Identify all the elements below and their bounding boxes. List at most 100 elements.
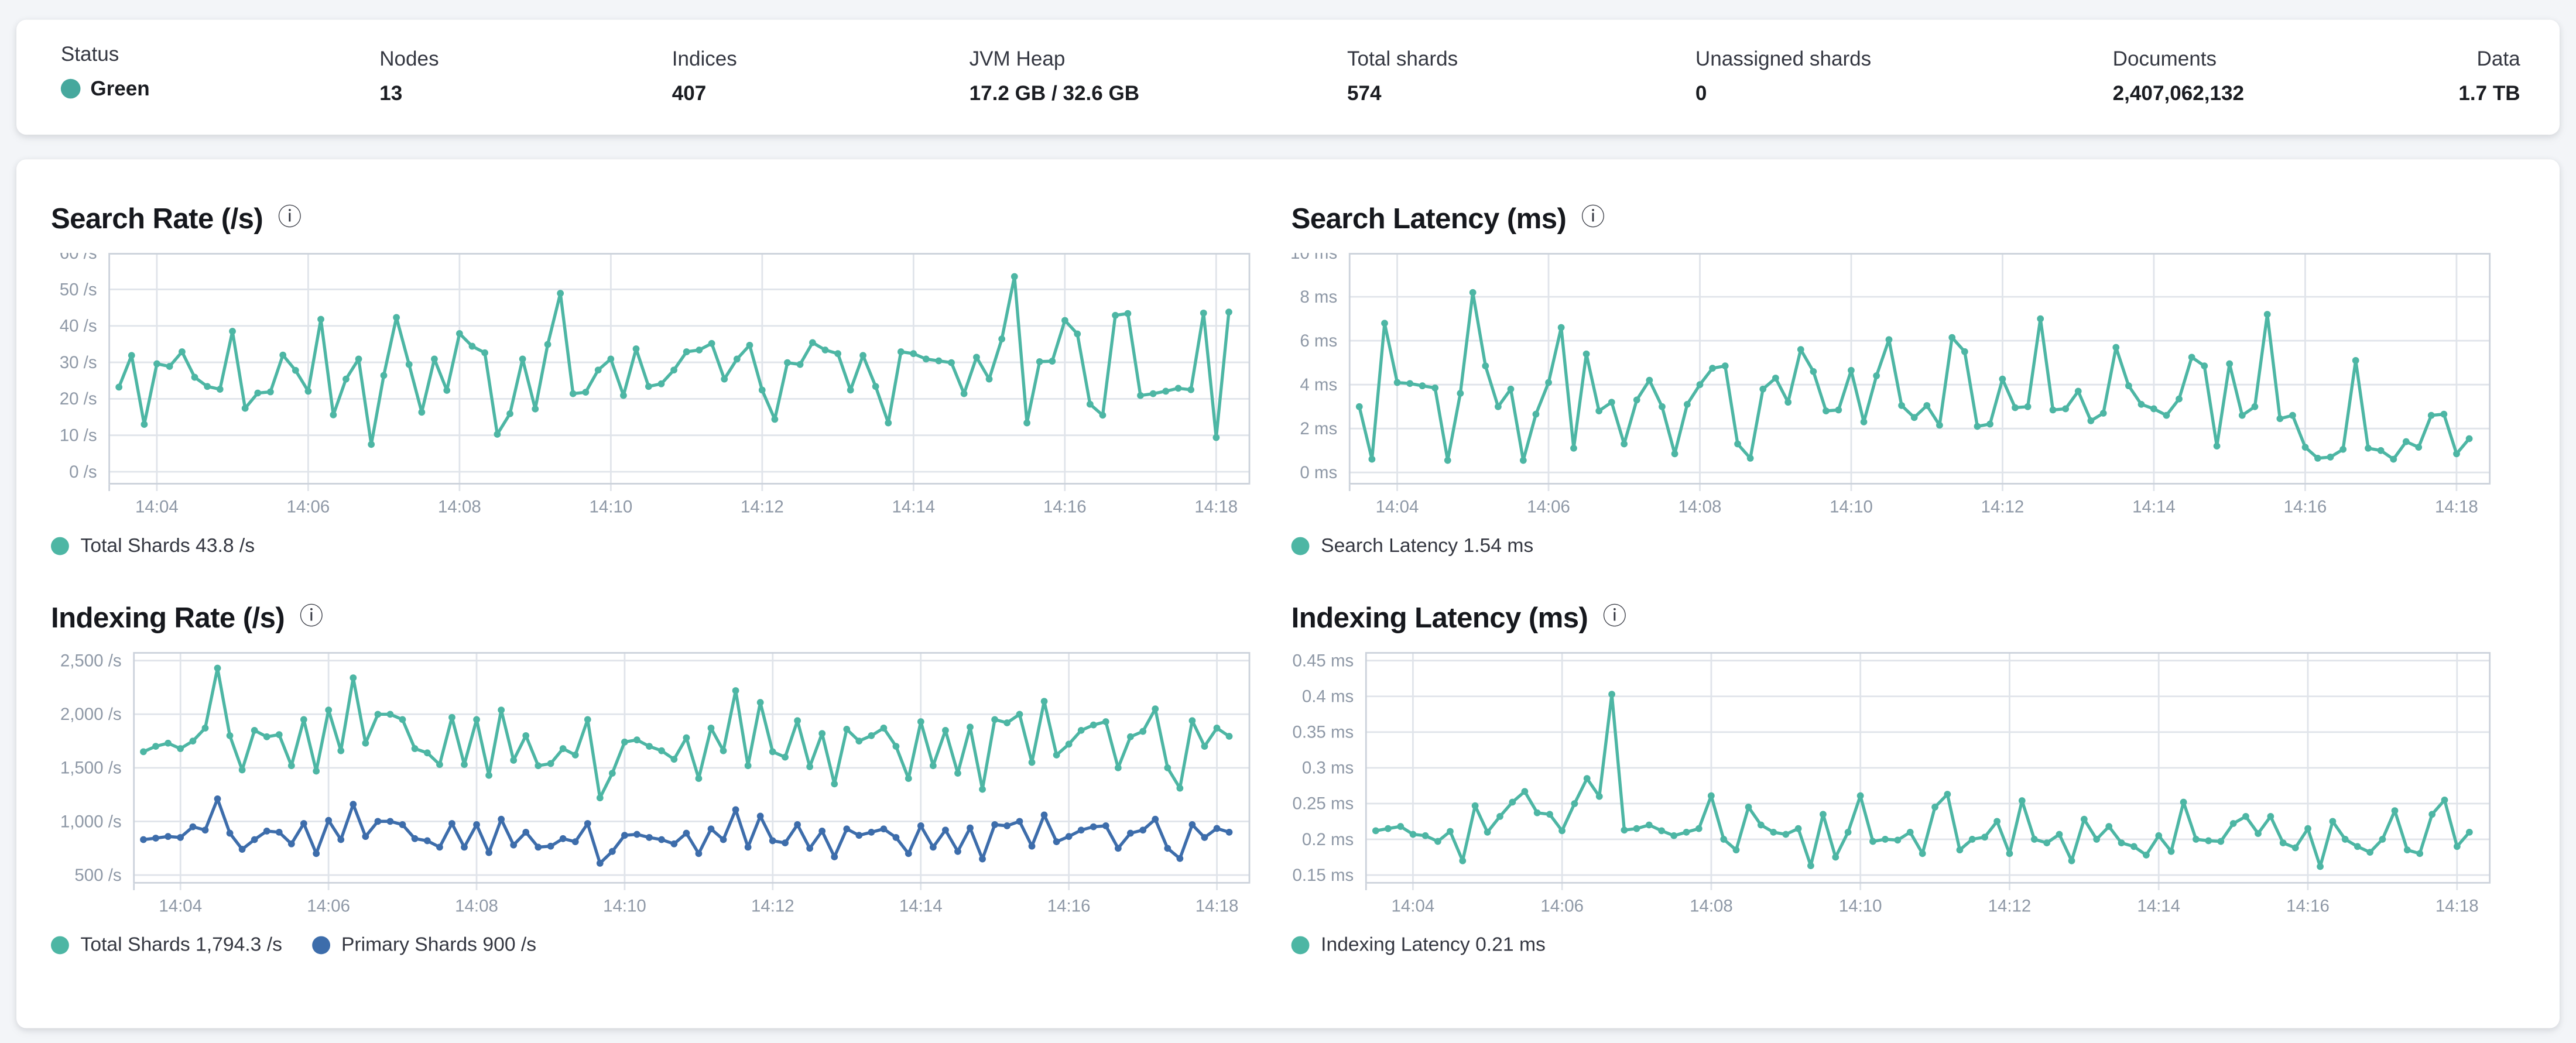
svg-text:1,500 /s: 1,500 /s [60,759,122,778]
svg-text:8 ms: 8 ms [1300,287,1337,307]
stat-label: Status [60,42,119,66]
svg-text:14:10: 14:10 [1830,498,1873,517]
svg-text:14:10: 14:10 [590,498,633,517]
svg-text:14:18: 14:18 [1195,896,1239,915]
stat-indices: Indices 407 [672,47,737,105]
svg-text:14:08: 14:08 [1690,896,1733,915]
chart-title-search-rate: Search Rate (/s) [50,201,263,234]
legend-label: Indexing Latency 0.21 ms [1321,932,1546,956]
legend-dot-icon [50,935,69,953]
svg-text:0.2 ms: 0.2 ms [1302,830,1354,849]
stat-nodes: Nodes 13 [379,47,439,105]
stat-value: 2,407,062,132 [2112,82,2245,105]
info-icon[interactable]: ⓘ [1581,205,1605,232]
legend-label: Search Latency 1.54 ms [1321,533,1534,557]
stat-value: 1.7 TB [2458,82,2520,105]
health-status-dot-icon [60,78,81,99]
stat-value: 13 [379,82,403,105]
stat-label: Nodes [379,47,439,71]
stat-value: 407 [672,82,707,105]
svg-text:14:14: 14:14 [2137,896,2180,915]
svg-text:10 /s: 10 /s [60,426,97,445]
legend-item-total-shards[interactable]: Total Shards 1,794.3 /s [50,932,282,956]
stat-label: Total shards [1347,47,1458,71]
panel-indexing-rate: Indexing Rate (/s) ⓘ 500 /s 1,000 /s 1,500… [50,596,1260,959]
svg-text:14:12: 14:12 [1981,498,2025,517]
svg-text:0.45 ms: 0.45 ms [1292,652,1354,670]
svg-text:500 /s: 500 /s [74,866,121,885]
legend-label: Total Shards 43.8 /s [80,533,255,557]
legend-label: Primary Shards 900 /s [341,932,537,956]
legend-dot-icon [311,935,330,953]
svg-text:2,000 /s: 2,000 /s [60,705,122,724]
svg-text:2 ms: 2 ms [1300,419,1337,438]
svg-text:20 /s: 20 /s [60,389,97,409]
stat-documents: Documents 2,407,062,132 [2113,47,2244,105]
info-icon[interactable]: ⓘ [299,605,324,632]
svg-text:50 /s: 50 /s [60,280,97,299]
svg-text:0.35 ms: 0.35 ms [1292,723,1354,742]
indexing-latency-chart[interactable]: 0.15 ms 0.2 ms 0.25 ms 0.3 ms 0.35 ms 0.4 ms 0… [1292,652,2500,921]
svg-text:14:16: 14:16 [1043,498,1087,517]
stat-total-shards: Total shards 574 [1347,47,1458,105]
svg-text:14:08: 14:08 [1678,498,1722,517]
svg-text:10 ms: 10 ms [1292,253,1338,263]
stat-value: 17.2 GB / 32.6 GB [969,82,1140,105]
search-rate-chart[interactable]: 0 /s 10 /s 20 /s 30 /s 40 /s 50 /s 60 /s 14:04 1… [51,253,1260,522]
svg-text:14:16: 14:16 [2286,896,2330,915]
indexing-rate-chart[interactable]: 500 /s 1,000 /s 1,500 /s 2,000 /s 2,500 /s 14… [51,652,1260,921]
svg-text:30 /s: 30 /s [60,353,97,372]
svg-text:14:06: 14:06 [307,896,350,915]
legend-item-total-shards[interactable]: Total Shards 43.8 /s [50,533,255,557]
svg-text:0 ms: 0 ms [1300,463,1337,482]
svg-text:14:10: 14:10 [603,896,646,915]
stat-data-size: Data 1.7 TB [2458,47,2520,105]
svg-text:14:16: 14:16 [2284,498,2327,517]
svg-text:14:18: 14:18 [2435,896,2479,915]
metrics-panel-card: Search Rate (/s) ⓘ 0 /s 10 /s 20 /s 30 /s 40… [16,159,2560,1028]
legend-item-primary-shards[interactable]: Primary Shards 900 /s [311,933,536,956]
legend-item-indexing-latency[interactable]: Indexing Latency 0.21 ms [1291,932,1546,956]
stat-unassigned-shards: Unassigned shards 0 [1695,47,1871,105]
svg-text:6 ms: 6 ms [1300,331,1337,351]
svg-text:14:14: 14:14 [892,498,935,517]
svg-text:0.4 ms: 0.4 ms [1302,687,1354,706]
svg-text:14:04: 14:04 [159,896,202,915]
svg-text:4 ms: 4 ms [1300,375,1337,394]
legend-label: Total Shards 1,794.3 /s [80,932,282,956]
svg-text:14:08: 14:08 [455,896,498,915]
chart-title-indexing-rate: Indexing Rate (/s) [50,600,285,633]
panel-search-latency: Search Latency (ms) ⓘ 0 ms 2 ms 4 ms 6 ms 8 … [1291,197,2500,560]
svg-text:0 /s: 0 /s [69,462,97,482]
svg-text:0.3 ms: 0.3 ms [1302,759,1354,778]
svg-text:14:06: 14:06 [287,498,330,517]
stat-label: Unassigned shards [1695,47,1872,71]
panel-indexing-latency: Indexing Latency (ms) ⓘ 0.15 ms 0.2 ms 0.2… [1291,596,2500,959]
info-icon[interactable]: ⓘ [1602,605,1627,632]
legend: Search Latency 1.54 ms [1291,530,2500,560]
svg-text:14:04: 14:04 [1376,498,1419,517]
chart-title-search-latency: Search Latency (ms) [1291,201,1567,234]
stat-label: Data [2476,47,2520,71]
svg-text:14:18: 14:18 [2435,498,2478,517]
stat-value: Green [90,77,150,101]
svg-text:14:04: 14:04 [1392,896,1435,915]
legend-item-search-latency[interactable]: Search Latency 1.54 ms [1291,533,1534,557]
svg-text:14:18: 14:18 [1194,498,1238,517]
search-latency-chart[interactable]: 0 ms 2 ms 4 ms 6 ms 8 ms 10 ms 14:04 14:06 14:08… [1292,253,2500,522]
stat-label: Indices [672,47,737,71]
svg-text:1,000 /s: 1,000 /s [60,812,122,831]
panel-search-rate: Search Rate (/s) ⓘ 0 /s 10 /s 20 /s 30 /s 40… [50,197,1260,560]
cluster-summary-bar: Status Green Nodes 13 Indices 407 JVM He… [16,19,2560,135]
svg-text:14:04: 14:04 [135,498,179,517]
stat-status: Status Green [60,42,150,101]
info-icon[interactable]: ⓘ [278,205,302,232]
svg-text:14:14: 14:14 [2132,498,2176,517]
stat-label: Documents [2112,47,2217,71]
svg-text:14:08: 14:08 [438,498,481,517]
svg-text:14:10: 14:10 [1839,896,1882,915]
svg-text:0.15 ms: 0.15 ms [1292,866,1354,885]
svg-text:14:06: 14:06 [1527,498,1570,517]
legend-dot-icon [1291,536,1310,555]
